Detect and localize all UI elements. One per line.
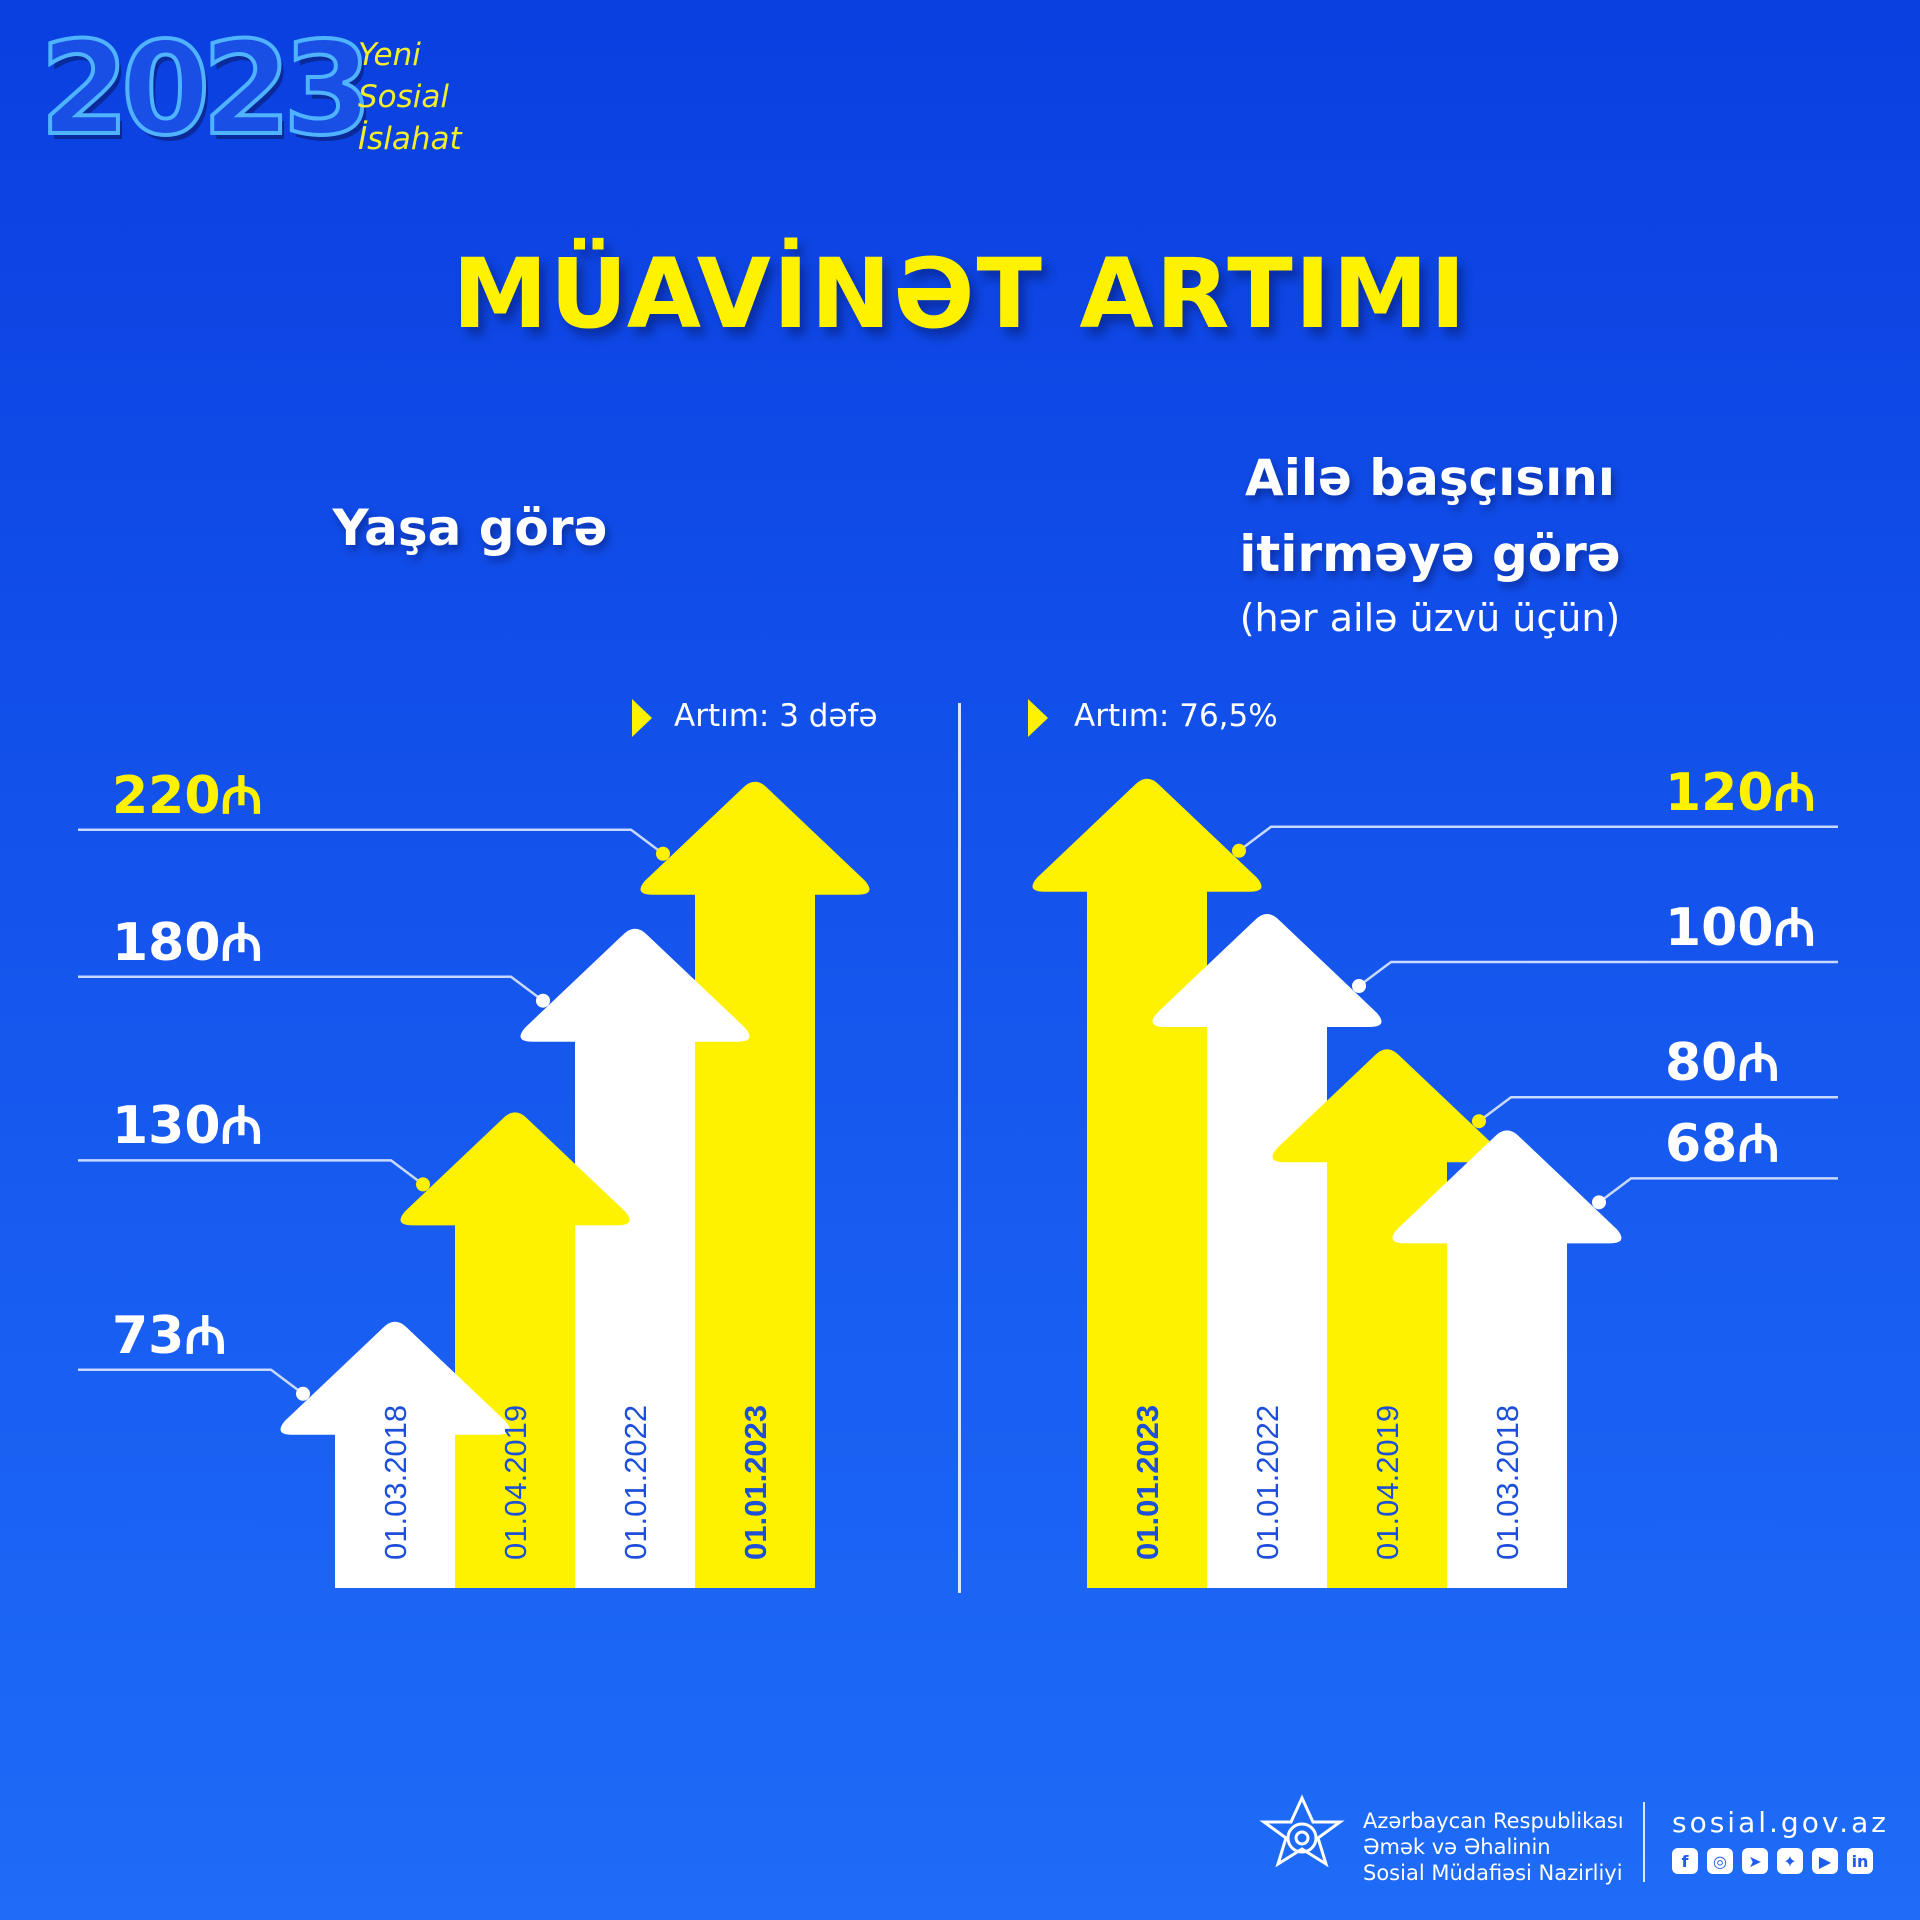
bar-date-label: 01.01.2023 [1130,1405,1165,1560]
bar-date-label: 01.04.2019 [1370,1405,1405,1560]
leader-line [1358,960,1838,987]
leader-dot [1592,1195,1606,1210]
value-label: 100 ₼ [1665,890,1816,961]
bar-arrow-01.04.2019 [400,1112,630,1588]
twitter-icon[interactable]: ✦ [1777,1848,1803,1874]
page-title: MÜAVİNƏT ARTIMI [452,238,1468,350]
manat-currency-icon: ₼ [1773,898,1816,958]
footer-divider [1643,1802,1645,1882]
leader-dot [656,846,670,861]
right-panel-note: (hər ailə üzvü üçün) [1239,596,1621,640]
social-icons: f ◎ ➤ ✦ ▶ in [1672,1848,1873,1874]
bar-date-label: 01.04.2019 [498,1405,533,1560]
triangle-bullet-icon [1028,699,1048,737]
value-number: 130 [112,1096,221,1157]
logo-slogan-line-2: Sosial [358,79,450,115]
logo-year: 2023 [38,15,374,164]
leader-line [1478,1095,1838,1123]
telegram-icon[interactable]: ➤ [1742,1848,1768,1874]
ministry-emblem-icon [1259,1794,1345,1868]
leader-line [1238,825,1838,852]
value-label: 68 ₼ [1665,1106,1780,1177]
bar-date-label: 01.01.2022 [1250,1405,1285,1560]
bar-arrow-01.01.2022 [1152,914,1382,1588]
value-number: 80 [1665,1033,1738,1094]
right-subtitle-line-1: Ailə başçısını [1245,449,1615,507]
left-subtitle-line: Yaşa görə [332,499,608,557]
leader-dot [1232,843,1246,858]
leader-dot [296,1386,310,1401]
logo-slogan-line-3: İslahat [358,121,462,157]
left-growth-label: Artım: 3 dəfə [674,698,878,734]
value-label: 180 ₼ [112,905,263,976]
leader-dot [1352,979,1366,993]
leader-line [78,1368,304,1395]
bar-date-label: 01.01.2022 [618,1405,653,1560]
logo-slogan: Yeni Sosial İslahat [358,34,462,160]
website-link[interactable]: sosial.gov.az [1672,1806,1889,1839]
leader-line [78,828,664,855]
bar-arrow-01.01.2022 [520,928,750,1588]
value-number: 180 [112,912,221,973]
bar-arrow-01.03.2018 [280,1321,510,1588]
manat-currency-icon: ₼ [184,1305,227,1366]
leader-line [78,1159,424,1186]
manat-currency-icon: ₼ [1773,762,1816,823]
triangle-bullet-icon [632,699,652,737]
value-label: 220 ₼ [112,758,263,829]
facebook-icon[interactable]: f [1672,1848,1698,1874]
value-number: 68 [1665,1114,1738,1175]
manat-currency-icon: ₼ [220,912,263,973]
value-label: 73 ₼ [112,1298,227,1369]
ministry-name-line-3: Sosial Müdafiəsi Nazirliyi [1363,1861,1623,1885]
right-growth-label: Artım: 76,5% [1074,698,1278,734]
leader-line [78,975,544,1002]
bar-arrow-01.04.2019 [1272,1049,1502,1588]
value-label: 80 ₼ [1665,1025,1780,1096]
leader-dot [536,993,550,1008]
logo-slogan-line-1: Yeni [358,37,421,73]
manat-currency-icon: ₼ [1737,1033,1780,1094]
value-number: 100 [1665,898,1774,958]
value-number: 220 [112,765,221,826]
right-panel-subtitle: Ailə başçısını itirməyə görə [1190,440,1670,592]
ministry-name-line-2: Əmək və Əhalinin [1363,1835,1551,1859]
youtube-icon[interactable]: ▶ [1812,1848,1838,1874]
right-subtitle-line-2: itirməyə görə [1239,525,1621,583]
leader-line [1598,1177,1838,1204]
ministry-name: Azərbaycan Respublikası Əmək və Əhalinin… [1363,1808,1624,1886]
bar-date-label: 01.01.2023 [738,1405,773,1560]
instagram-icon[interactable]: ◎ [1707,1848,1733,1874]
bar-date-label: 01.03.2018 [378,1405,413,1560]
value-number: 73 [112,1305,185,1366]
leader-dot [416,1177,430,1192]
manat-currency-icon: ₼ [1737,1114,1780,1175]
value-label: 120 ₼ [1665,755,1816,826]
bar-date-label: 01.03.2018 [1490,1405,1525,1560]
value-label: 130 ₼ [112,1088,263,1159]
manat-currency-icon: ₼ [220,1096,263,1157]
manat-currency-icon: ₼ [220,765,263,826]
left-panel-subtitle: Yaşa görə [230,490,710,566]
panel-divider [958,703,961,1593]
linkedin-icon[interactable]: in [1847,1848,1873,1874]
ministry-name-line-1: Azərbaycan Respublikası [1363,1809,1624,1833]
bar-arrow-01.03.2018 [1392,1130,1622,1588]
value-number: 120 [1665,762,1774,823]
leader-dot [1472,1114,1486,1129]
